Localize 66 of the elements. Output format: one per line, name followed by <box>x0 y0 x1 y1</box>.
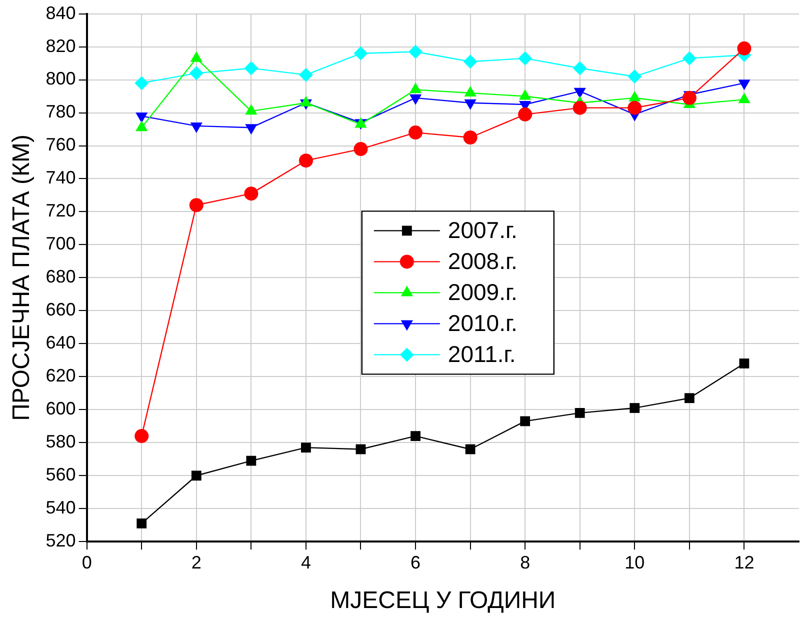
point <box>682 90 696 105</box>
point <box>408 44 423 59</box>
point <box>463 54 478 69</box>
y-tick-label: 720 <box>46 200 76 221</box>
point <box>244 61 258 76</box>
x-tick-label: 4 <box>300 552 311 572</box>
legend-label: 2011.г. <box>448 341 516 368</box>
x-tick-label: 2 <box>191 552 202 572</box>
legend-label: 2009.г. <box>448 279 518 306</box>
point <box>682 51 696 66</box>
y-tick-label: 660 <box>46 300 76 320</box>
point <box>244 186 258 201</box>
point <box>298 154 313 168</box>
y-axis-title: ПРОСЈЕЧНА ПЛАТА (КМ) <box>8 134 36 421</box>
y-tick-label: 840 <box>46 2 76 23</box>
point <box>134 76 149 90</box>
point <box>684 393 694 404</box>
legend-label: 2008.г. <box>448 248 518 274</box>
y-tick-label: 640 <box>46 332 76 353</box>
x-tick-label: 6 <box>410 552 421 572</box>
y-tick-label: 540 <box>46 498 76 518</box>
y-tick-label: 760 <box>46 134 76 155</box>
y-tick-label: 700 <box>46 234 76 254</box>
y-tick-label: 800 <box>46 68 76 89</box>
point <box>518 51 532 66</box>
y-tick-label: 560 <box>46 464 76 485</box>
x-tick-label: 12 <box>734 552 754 572</box>
y-tick-label: 780 <box>46 102 76 122</box>
point <box>189 66 204 80</box>
y-tick-label: 600 <box>46 398 76 419</box>
point <box>739 358 750 368</box>
point <box>354 142 368 156</box>
point <box>408 126 423 140</box>
point <box>628 100 642 115</box>
point <box>630 403 640 413</box>
legend-label: 2010.г. <box>448 310 518 336</box>
x-axis-title: МЈЕСЕЦ У ГОДИНИ <box>330 587 556 614</box>
point <box>572 61 587 76</box>
point <box>189 198 204 212</box>
point <box>574 408 585 418</box>
legend-label: 2007.г. <box>448 217 518 244</box>
point <box>463 130 478 145</box>
point <box>410 431 420 441</box>
point <box>298 68 313 82</box>
point <box>356 444 366 454</box>
point <box>465 444 476 454</box>
point <box>572 100 587 115</box>
y-tick-label: 680 <box>46 266 76 287</box>
y-tick-label: 520 <box>46 530 76 551</box>
x-tick-label: 0 <box>82 552 92 572</box>
point <box>737 41 752 56</box>
y-tick-label: 820 <box>46 36 76 56</box>
x-tick-label: 10 <box>624 552 645 572</box>
point <box>301 442 311 453</box>
point <box>134 429 149 444</box>
y-tick-label: 740 <box>46 168 76 188</box>
y-tick-label: 580 <box>46 432 76 452</box>
point <box>246 456 256 466</box>
y-tick-label: 620 <box>46 366 76 386</box>
point <box>136 518 147 528</box>
point <box>191 470 202 481</box>
point <box>518 107 532 122</box>
x-tick-label: 8 <box>520 552 530 572</box>
point <box>354 46 368 60</box>
point <box>520 416 530 426</box>
point <box>628 69 642 84</box>
